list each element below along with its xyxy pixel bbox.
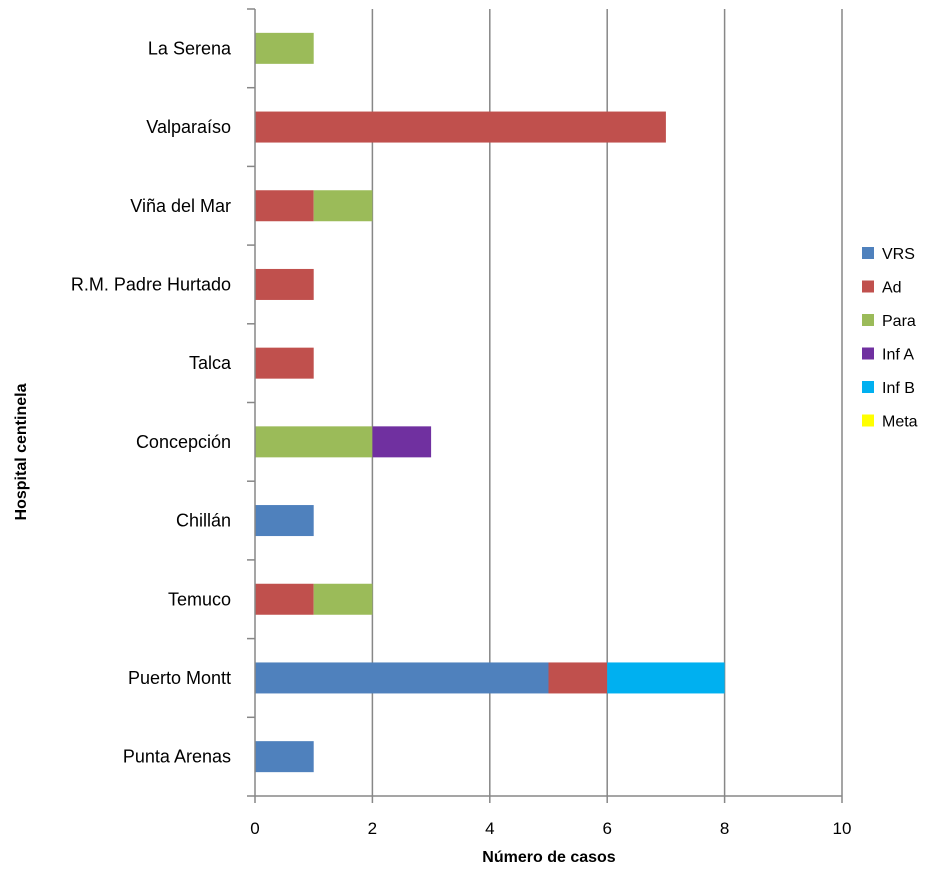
category-label: Talca xyxy=(189,353,232,373)
category-label: Puerto Montt xyxy=(128,668,231,688)
legend-label: Inf A xyxy=(882,347,914,364)
bar-valparaíso-ad xyxy=(255,111,666,143)
legend-label: VRS xyxy=(882,246,915,263)
category-label: Chillán xyxy=(176,511,231,531)
category-label: Viña del Mar xyxy=(130,196,231,216)
category-label: Concepción xyxy=(136,432,231,452)
legend-swatch-inf-a xyxy=(862,347,874,360)
y-axis-title: Hospital centinela xyxy=(13,383,30,520)
bar-temuco-para xyxy=(313,583,373,615)
legend-swatch-meta xyxy=(862,414,874,427)
category-label: Valparaíso xyxy=(146,117,231,137)
bar-la-serena-para xyxy=(255,32,314,64)
legend-label: Inf B xyxy=(882,380,915,397)
bar-puerto-montt-vrs xyxy=(255,662,549,694)
x-axis-title: Número de casos xyxy=(482,849,615,866)
legend: VRS Ad Para Inf A Inf B Meta xyxy=(862,246,918,431)
legend-swatch-vrs xyxy=(862,247,874,259)
labels: La Serena Valparaíso Viña del Mar R.M. Padr… xyxy=(71,38,852,838)
bar-temuco-ad xyxy=(255,583,314,615)
legend-label: Ad xyxy=(882,280,902,297)
x-tick-label: 2 xyxy=(368,819,377,838)
x-tick-label: 6 xyxy=(602,819,611,838)
bar-punta-arenas-vrs xyxy=(255,741,314,773)
x-tick-label: 4 xyxy=(485,819,494,838)
bar-viña-del-mar-ad xyxy=(255,190,314,222)
bars xyxy=(255,32,725,773)
bar-puerto-montt-ad xyxy=(548,662,608,694)
bar-viña-del-mar-para xyxy=(313,190,373,222)
bar-r-m-padre-hurtado-ad xyxy=(255,268,314,300)
bar-concepción-para xyxy=(255,426,373,458)
legend-swatch-ad xyxy=(862,280,874,293)
category-label: Punta Arenas xyxy=(123,747,231,767)
bar-concepción-inf-a xyxy=(372,426,432,458)
x-tick-label: 0 xyxy=(250,819,259,838)
legend-label: Meta xyxy=(882,414,918,431)
bar-puerto-montt-inf-b xyxy=(607,662,725,694)
x-tick-label: 10 xyxy=(833,819,852,838)
x-tick-label: 8 xyxy=(720,819,729,838)
category-label: R.M. Padre Hurtado xyxy=(71,274,231,294)
bar-talca-ad xyxy=(255,347,314,379)
legend-swatch-inf-b xyxy=(862,381,874,393)
legend-swatch-para xyxy=(862,314,874,326)
category-label: Temuco xyxy=(168,589,231,609)
bar-chillán-vrs xyxy=(255,505,314,537)
legend-label: Para xyxy=(882,313,916,330)
category-label: La Serena xyxy=(148,38,232,58)
axes xyxy=(247,8,843,803)
